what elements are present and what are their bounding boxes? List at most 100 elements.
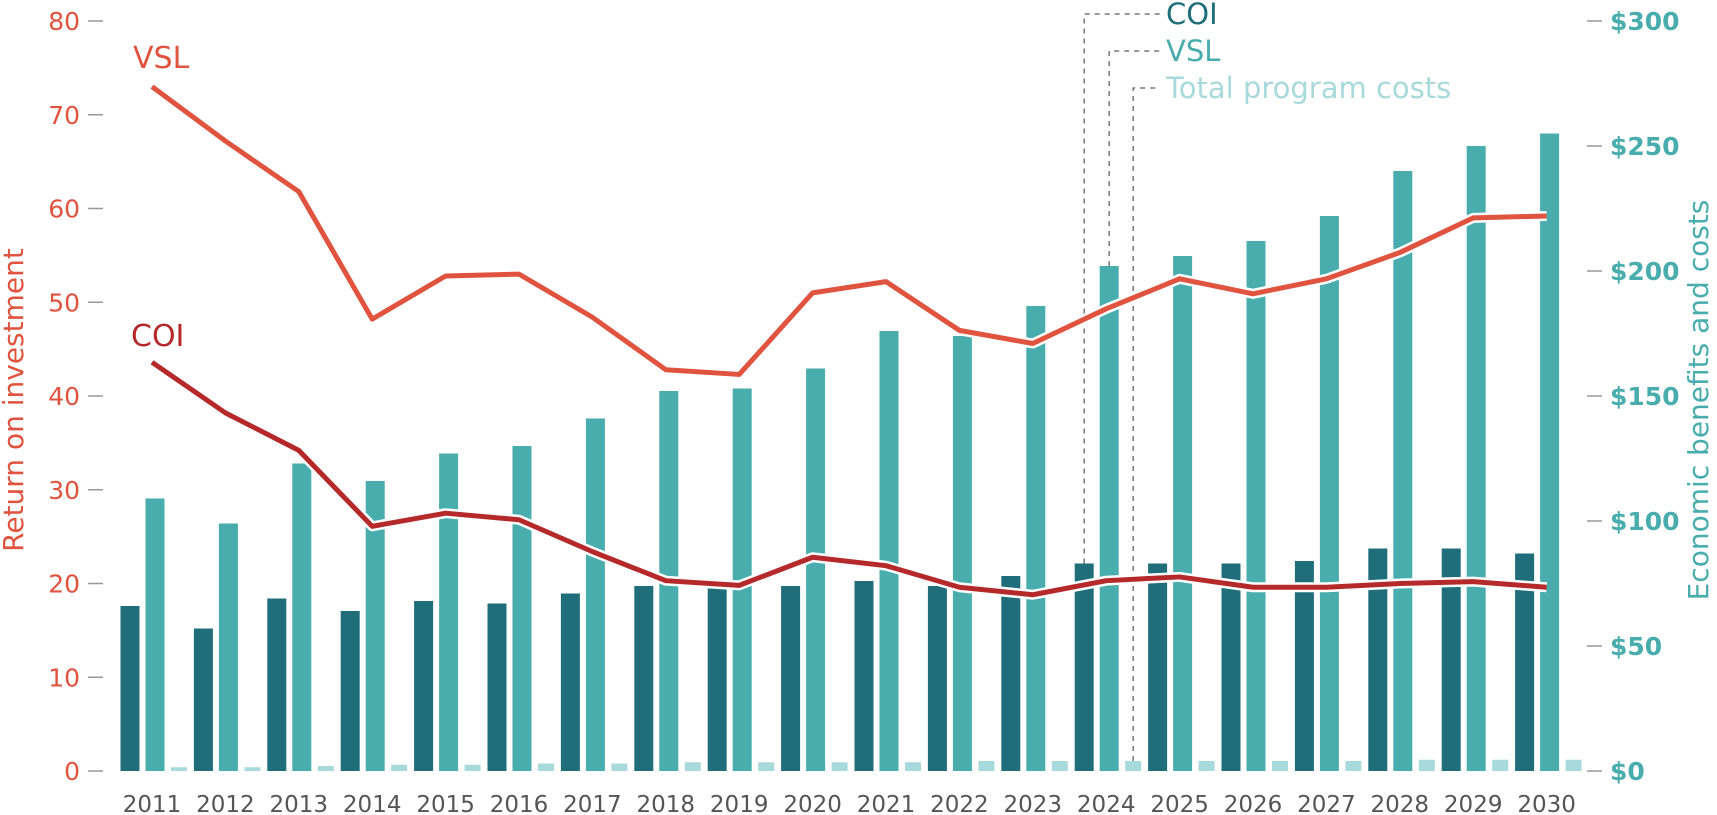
- bar-vsl-2024: [1099, 266, 1119, 771]
- bar-coi-2018: [634, 586, 654, 771]
- bar-coi-2025: [1148, 563, 1168, 771]
- bar-total-program-costs-2021: [905, 762, 921, 771]
- bar-coi-2026: [1221, 563, 1241, 771]
- bar-vsl-2023: [1026, 306, 1046, 771]
- bar-vsl-2021: [879, 331, 899, 771]
- legend-item-total-program-costs: Total program costs: [1165, 71, 1451, 105]
- x-tick-label: 2017: [563, 792, 622, 815]
- legend-item-coi: COI: [1166, 0, 1218, 31]
- right-tick-label: $200: [1610, 257, 1680, 286]
- bar-total-program-costs-2011: [171, 767, 187, 771]
- x-tick-label: 2018: [637, 792, 696, 815]
- bar-total-program-costs-2017: [611, 763, 628, 771]
- x-tick-label: 2014: [343, 792, 402, 815]
- legend-leader-total-program-costs: [1132, 87, 1160, 761]
- x-tick-label: 2027: [1297, 792, 1356, 815]
- bar-coi-2013: [267, 598, 287, 771]
- bar-total-program-costs-2014: [391, 764, 408, 771]
- left-tick-label: 30: [48, 476, 80, 505]
- lines: [149, 82, 1547, 600]
- right-axis: $0 $50 $100 $150 $200 $250 $300: [1587, 7, 1680, 786]
- bar-coi-2011: [120, 606, 140, 771]
- bar-vsl-2013: [292, 463, 312, 771]
- x-tick-label: 2030: [1517, 792, 1576, 815]
- bar-total-program-costs-2027: [1345, 761, 1362, 771]
- x-tick-label: 2011: [123, 792, 182, 815]
- bar-vsl-2030: [1540, 133, 1560, 771]
- x-tick-label: 2023: [1004, 792, 1063, 815]
- legend-leader-lines: [1083, 13, 1160, 761]
- bar-coi-2014: [340, 611, 360, 771]
- bar-coi-2020: [781, 586, 801, 771]
- bar-vsl-2015: [439, 453, 459, 771]
- legend-leader-vsl: [1108, 50, 1160, 266]
- x-axis: 2011 2012 2013 2014 2015 2016 2017 2018 2019 2020…: [123, 792, 1576, 815]
- bar-total-program-costs-2030: [1565, 759, 1582, 771]
- line-vsl: [150, 84, 1547, 377]
- coi-line-label: COI: [131, 319, 184, 354]
- left-axis-title: Return on investment: [0, 248, 30, 552]
- bar-total-program-costs-2024: [1125, 761, 1142, 771]
- bar-total-program-costs-2012: [244, 767, 261, 771]
- left-tick-label: 80: [48, 7, 80, 36]
- bar-total-program-costs-2029: [1492, 759, 1509, 771]
- legend-leader-coi: [1083, 13, 1160, 564]
- bar-coi-2015: [414, 601, 434, 771]
- bar-coi-2024: [1074, 563, 1094, 771]
- left-tick-label: 20: [48, 570, 80, 599]
- right-tick-label: $150: [1610, 382, 1680, 411]
- bar-vsl-2025: [1173, 256, 1193, 771]
- bar-coi-2016: [487, 603, 507, 771]
- bar-coi-2012: [193, 628, 213, 771]
- bar-total-program-costs-2020: [831, 762, 848, 771]
- bar-vsl-2020: [806, 368, 826, 771]
- x-tick-label: 2024: [1077, 792, 1136, 815]
- left-tick-label: 50: [48, 288, 80, 317]
- bar-total-program-costs-2015: [464, 764, 481, 771]
- bar-coi-2029: [1441, 548, 1461, 771]
- left-tick-label: 70: [48, 101, 80, 130]
- x-tick-label: 2012: [196, 792, 255, 815]
- x-tick-label: 2016: [490, 792, 549, 815]
- bar-coi-2023: [1001, 576, 1021, 771]
- bar-coi-2022: [927, 586, 947, 771]
- line-coi: [150, 360, 1547, 598]
- bar-vsl-2028: [1393, 171, 1413, 771]
- bar-total-program-costs-2018: [684, 762, 701, 771]
- left-axis: 0 10 20 30 40 50 60 70 80: [48, 7, 103, 786]
- bar-vsl-2026: [1246, 241, 1266, 771]
- right-axis-title: Economic benefits and costs: [1682, 200, 1715, 601]
- right-tick-label: $100: [1610, 507, 1680, 536]
- legend-item-vsl: VSL: [1166, 34, 1220, 68]
- bar-total-program-costs-2023: [1051, 761, 1068, 771]
- left-tick-label: 60: [48, 195, 80, 224]
- bar-coi-2030: [1515, 553, 1535, 771]
- bar-vsl-2012: [218, 523, 238, 771]
- x-tick-label: 2020: [783, 792, 842, 815]
- x-tick-label: 2026: [1224, 792, 1283, 815]
- x-tick-label: 2021: [857, 792, 916, 815]
- bar-total-program-costs-2016: [538, 763, 554, 771]
- x-tick-label: 2028: [1371, 792, 1430, 815]
- series-labels: VSL COI: [131, 41, 190, 354]
- x-tick-label: 2029: [1444, 792, 1503, 815]
- left-tick-label: 0: [64, 757, 80, 786]
- bar-total-program-costs-2025: [1198, 761, 1215, 771]
- bar-total-program-costs-2019: [758, 762, 775, 771]
- bar-coi-2027: [1294, 561, 1314, 771]
- x-tick-label: 2019: [710, 792, 769, 815]
- x-tick-label: 2015: [416, 792, 475, 815]
- bar-vsl-2022: [952, 336, 972, 771]
- left-tick-label: 40: [48, 382, 80, 411]
- x-tick-label: 2022: [930, 792, 989, 815]
- vsl-line-label: VSL: [133, 41, 190, 76]
- bar-total-program-costs-2022: [978, 761, 995, 771]
- bar-vsl-2029: [1466, 146, 1486, 771]
- right-tick-label: $300: [1610, 7, 1680, 36]
- bar-total-program-costs-2013: [317, 766, 334, 771]
- right-tick-label: $0: [1610, 757, 1645, 786]
- bar-vsl-2017: [585, 418, 605, 771]
- bar-vsl-2014: [365, 481, 385, 771]
